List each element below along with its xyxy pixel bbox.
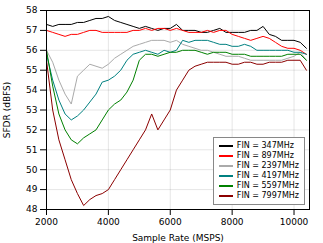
svg-text:49: 49 (26, 184, 38, 194)
svg-text:48: 48 (26, 204, 38, 214)
html-text:FIN = 897MHz: FIN = 897MHz (236, 151, 294, 160)
svg-text:4000: 4000 (97, 217, 120, 227)
svg-text:8000: 8000 (221, 217, 244, 227)
html-text:FIN = 347MHz: FIN = 347MHz (236, 141, 294, 150)
svg-text:57: 57 (26, 25, 37, 35)
svg-text:53: 53 (26, 105, 37, 115)
svg-text:10000: 10000 (280, 217, 309, 227)
html-text:FIN = 5597MHz: FIN = 5597MHz (236, 181, 299, 190)
svg-text:58: 58 (26, 5, 38, 15)
svg-text:50: 50 (26, 165, 38, 175)
svg-text:54: 54 (26, 85, 38, 95)
svg-text:52: 52 (26, 125, 37, 135)
html-text:FIN = 4197MHz: FIN = 4197MHz (236, 171, 299, 180)
html-text:FIN = 2397MHz: FIN = 2397MHz (236, 161, 299, 170)
svg-text:Sample Rate (MSPS): Sample Rate (MSPS) (132, 233, 224, 243)
svg-text:2000: 2000 (35, 217, 58, 227)
svg-text:56: 56 (26, 45, 38, 55)
svg-text:51: 51 (26, 145, 37, 155)
svg-text:6000: 6000 (159, 217, 182, 227)
svg-text:55: 55 (26, 65, 37, 75)
svg-text:SFDR (dBFS): SFDR (dBFS) (2, 82, 12, 139)
html-text:FIN = 7997MHz: FIN = 7997MHz (236, 191, 299, 200)
